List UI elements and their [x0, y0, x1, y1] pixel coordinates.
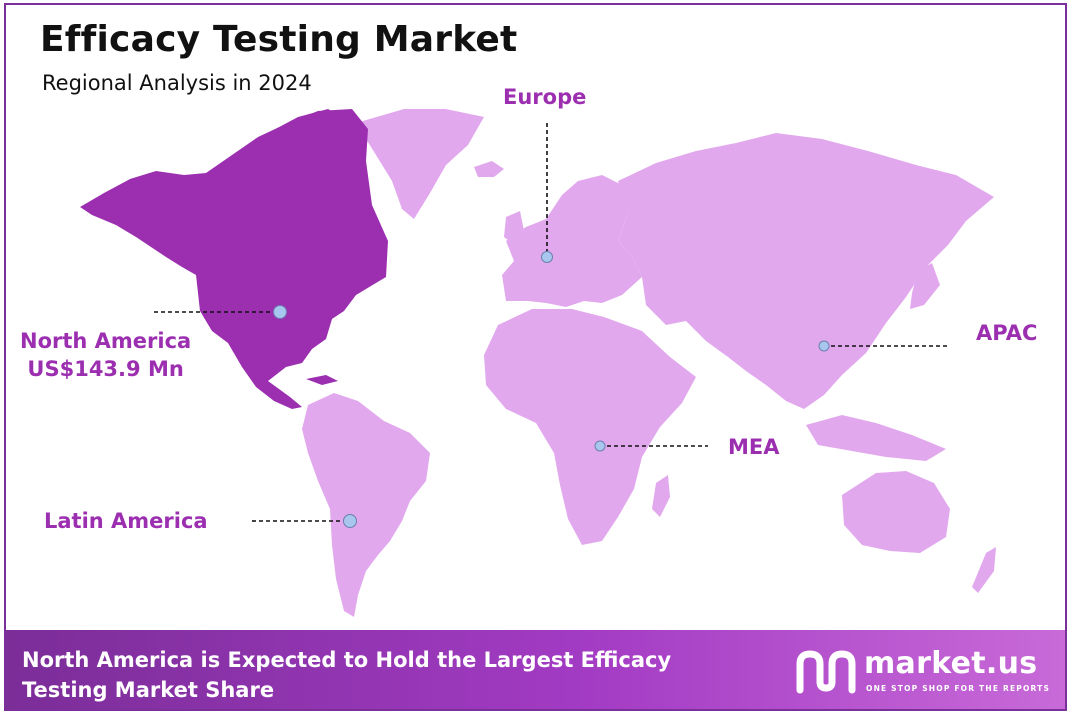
brand-tagline: ONE STOP SHOP FOR THE REPORTS	[866, 684, 1051, 693]
brand-logo: market.us ONE STOP SHOP FOR THE REPORTS	[794, 646, 1054, 696]
latin-america-marker	[343, 514, 357, 528]
europe-marker	[541, 251, 553, 263]
new-zealand-shape	[972, 547, 996, 593]
japan-shape	[910, 263, 940, 309]
asia-shape	[618, 133, 994, 409]
iceland-shape	[474, 161, 504, 177]
madagascar-shape	[652, 475, 670, 517]
apac-marker	[818, 340, 830, 352]
mea-label: MEA	[728, 435, 780, 459]
mea-marker	[594, 440, 606, 452]
southeast-asia-islands-shape	[806, 415, 946, 461]
market-us-logo-icon	[796, 650, 856, 694]
africa-shape	[484, 309, 696, 545]
latin-america-label: Latin America	[44, 509, 208, 533]
south-america-shape	[302, 393, 430, 617]
north-america-name: North America	[20, 329, 192, 353]
europe-shape	[502, 175, 642, 307]
page-subtitle: Regional Analysis in 2024	[42, 71, 312, 95]
world-map	[80, 109, 996, 617]
north-america-shape	[80, 109, 388, 409]
greenland-shape	[356, 109, 484, 219]
arctic-islands-shape	[268, 109, 346, 143]
page-title: Efficacy Testing Market	[40, 19, 518, 60]
europe-label: Europe	[503, 85, 587, 109]
north-america-marker	[273, 305, 287, 319]
footer-banner: North America is Expected to Hold the La…	[6, 630, 1065, 709]
north-america-label: North America US$143.9 Mn	[20, 327, 191, 383]
footer-headline: North America is Expected to Hold the La…	[22, 648, 672, 702]
caribbean-shape	[306, 375, 338, 385]
apac-label: APAC	[976, 321, 1038, 345]
australia-shape	[842, 471, 950, 553]
infographic-frame: Efficacy Testing Market Regional Analysi…	[4, 3, 1067, 711]
north-america-value: US$143.9 Mn	[27, 357, 184, 381]
brand-name: market.us	[864, 646, 1038, 681]
british-isles-shape	[504, 211, 524, 245]
